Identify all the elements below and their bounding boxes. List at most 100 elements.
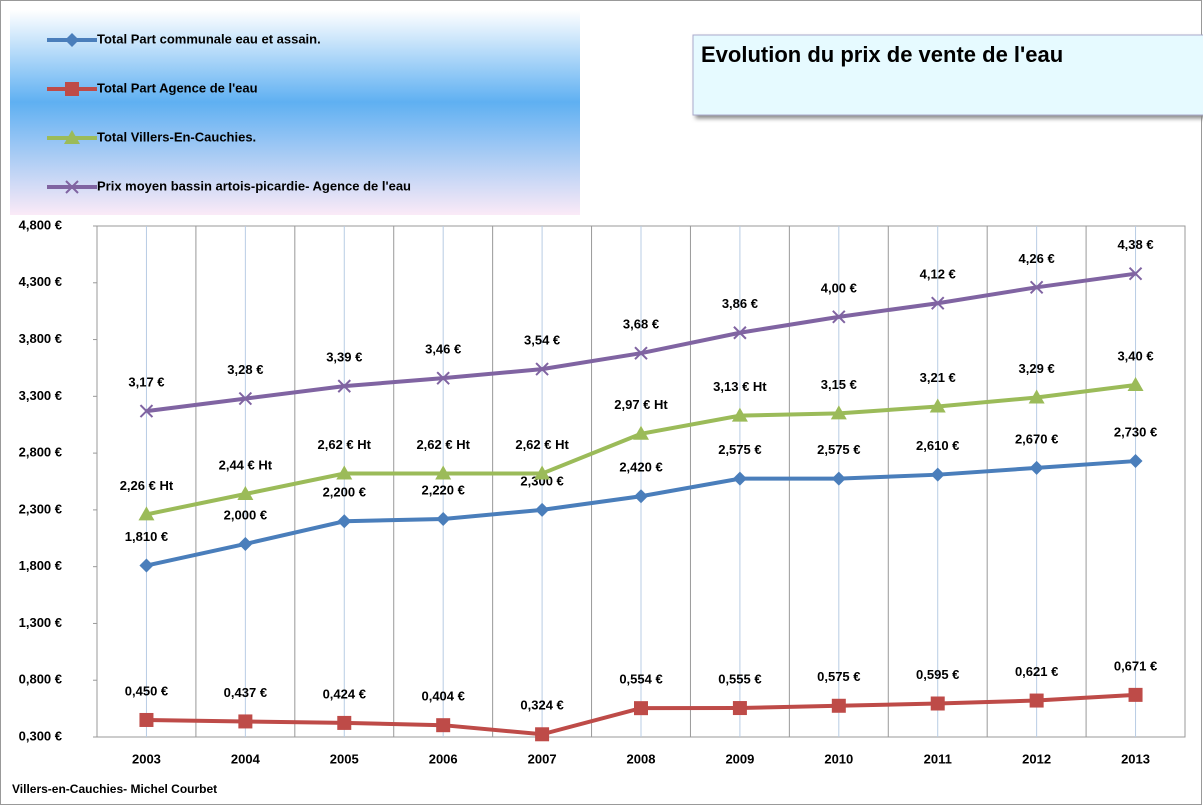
data-label: 2,575 € bbox=[718, 442, 761, 457]
x-tick-label: 2008 bbox=[627, 751, 656, 766]
data-label: 3,28 € bbox=[227, 362, 263, 377]
data-label: 0,621 € bbox=[1015, 664, 1058, 679]
data-label: 0,424 € bbox=[323, 686, 366, 701]
y-tick-label: 4,300 € bbox=[19, 274, 62, 289]
marker bbox=[832, 310, 846, 324]
data-label: 2,44 € Ht bbox=[219, 457, 273, 472]
marker bbox=[535, 362, 549, 376]
x-tick-label: 2009 bbox=[725, 751, 754, 766]
data-label: 1,810 € bbox=[125, 529, 168, 544]
marker bbox=[435, 465, 452, 480]
marker bbox=[1028, 389, 1045, 404]
data-label: 3,21 € bbox=[920, 370, 956, 385]
data-label: 0,450 € bbox=[125, 683, 168, 698]
marker bbox=[436, 511, 451, 526]
marker bbox=[1128, 266, 1143, 281]
data-label: 4,38 € bbox=[1117, 237, 1153, 252]
marker bbox=[930, 467, 945, 482]
data-label: 2,610 € bbox=[916, 438, 959, 453]
data-label: 2,575 € bbox=[817, 442, 860, 457]
marker bbox=[831, 471, 846, 486]
marker bbox=[337, 379, 351, 393]
data-label: 0,404 € bbox=[421, 689, 464, 704]
marker bbox=[733, 326, 747, 340]
data-label: 0,324 € bbox=[520, 698, 563, 713]
data-label: 0,437 € bbox=[224, 685, 267, 700]
marker bbox=[732, 701, 747, 716]
marker bbox=[238, 391, 253, 406]
data-label: 2,62 € Ht bbox=[416, 437, 470, 452]
x-tick-label: 2006 bbox=[429, 751, 458, 766]
marker bbox=[931, 296, 945, 310]
marker bbox=[139, 404, 154, 418]
x-tick-label: 2005 bbox=[330, 751, 359, 766]
marker bbox=[138, 506, 155, 521]
data-label: 2,670 € bbox=[1015, 431, 1058, 446]
data-label: 2,300 € bbox=[520, 473, 563, 488]
data-label: 2,420 € bbox=[619, 460, 662, 475]
data-label: 2,730 € bbox=[1114, 424, 1157, 439]
legend-label: Prix moyen bassin artois-picardie- Agenc… bbox=[97, 178, 411, 193]
legend-label: Total Villers-En-Cauchies. bbox=[97, 129, 256, 144]
marker bbox=[139, 558, 154, 573]
legend-label: Total Part communale eau et assain. bbox=[97, 31, 321, 46]
y-tick-label: 3,800 € bbox=[19, 331, 62, 346]
marker bbox=[633, 425, 649, 440]
data-label: 0,575 € bbox=[817, 669, 860, 684]
y-tick-label: 0,800 € bbox=[19, 672, 62, 687]
data-label: 3,13 € Ht bbox=[713, 379, 767, 394]
marker bbox=[731, 407, 748, 422]
data-label: 4,00 € bbox=[821, 280, 857, 295]
data-label: 0,554 € bbox=[619, 672, 662, 687]
y-tick-label: 0,300 € bbox=[19, 728, 62, 743]
data-label: 0,555 € bbox=[718, 671, 761, 686]
data-label: 3,54 € bbox=[524, 333, 560, 348]
data-label: 2,62 € Ht bbox=[318, 437, 372, 452]
data-label: 2,26 € Ht bbox=[120, 478, 174, 493]
data-label: 0,671 € bbox=[1114, 658, 1157, 673]
marker bbox=[238, 714, 253, 729]
marker bbox=[337, 514, 352, 529]
data-label: 4,26 € bbox=[1019, 251, 1055, 266]
y-tick-label: 2,300 € bbox=[19, 501, 62, 516]
marker bbox=[929, 398, 946, 413]
footer: Villers-en-Cauchies- Michel Courbet bbox=[12, 782, 217, 796]
marker bbox=[634, 489, 648, 504]
y-tick-label: 3,300 € bbox=[19, 388, 62, 403]
marker bbox=[139, 712, 154, 727]
data-label: 3,17 € bbox=[128, 375, 164, 390]
data-label: 2,200 € bbox=[323, 485, 366, 500]
marker bbox=[930, 696, 945, 711]
x-tick-label: 2007 bbox=[528, 751, 557, 766]
marker bbox=[831, 698, 846, 713]
y-tick-label: 2,800 € bbox=[19, 445, 62, 460]
data-label: 3,86 € bbox=[722, 296, 758, 311]
marker bbox=[238, 536, 253, 551]
marker bbox=[732, 471, 747, 486]
chart-title: Evolution du prix de vente de l'eau bbox=[701, 42, 1063, 67]
y-tick-label: 1,800 € bbox=[19, 558, 62, 573]
x-tick-label: 2004 bbox=[231, 751, 261, 766]
data-label: 3,39 € bbox=[326, 350, 362, 365]
marker bbox=[237, 485, 254, 500]
data-label: 2,220 € bbox=[421, 482, 464, 497]
x-tick-label: 2003 bbox=[132, 751, 161, 766]
data-label: 2,97 € Ht bbox=[614, 397, 668, 412]
data-label: 2,000 € bbox=[224, 507, 267, 522]
x-tick-label: 2013 bbox=[1121, 751, 1150, 766]
legend-marker bbox=[65, 180, 79, 194]
legend-marker bbox=[64, 130, 80, 144]
legend-label: Total Part Agence de l'eau bbox=[97, 80, 258, 95]
marker bbox=[1029, 460, 1044, 475]
marker bbox=[1128, 687, 1143, 702]
marker bbox=[1128, 454, 1143, 469]
marker bbox=[337, 715, 352, 730]
legend-box bbox=[10, 10, 580, 215]
marker bbox=[535, 727, 550, 742]
data-label: 4,12 € bbox=[920, 267, 956, 282]
title-box bbox=[692, 34, 1203, 116]
marker bbox=[534, 465, 551, 480]
legend-marker bbox=[65, 33, 79, 47]
data-label: 3,46 € bbox=[425, 342, 461, 357]
